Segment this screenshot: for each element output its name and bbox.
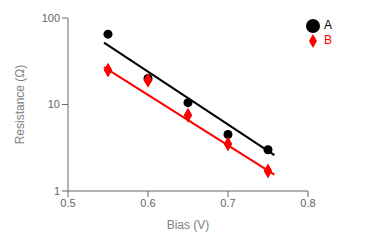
svg-text:Bias (V): Bias (V) [167, 218, 210, 232]
svg-text:1: 1 [54, 185, 60, 197]
svg-text:0.6: 0.6 [140, 197, 155, 209]
html-text:A: A [324, 18, 332, 32]
svg-text:0.8: 0.8 [300, 197, 315, 209]
svg-text:10: 10 [48, 98, 60, 110]
svg-text:Resistance (Ω): Resistance (Ω) [13, 65, 27, 145]
svg-text:0.7: 0.7 [220, 197, 235, 209]
svg-text:100: 100 [42, 12, 60, 24]
html-text:B: B [324, 32, 332, 47]
svg-text:0.5: 0.5 [60, 197, 75, 209]
